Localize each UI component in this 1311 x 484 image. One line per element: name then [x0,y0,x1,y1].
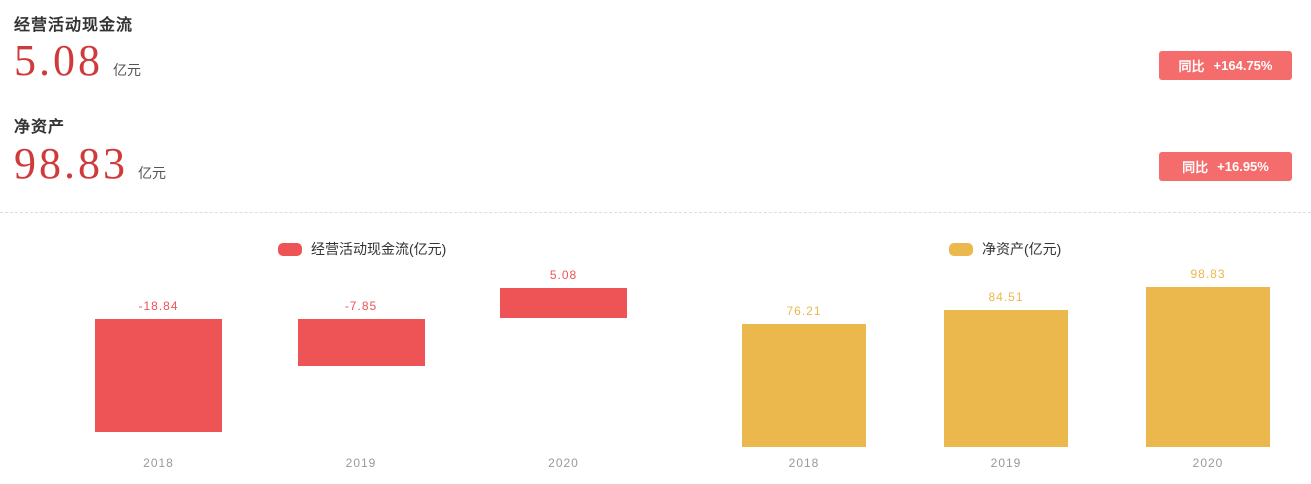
stat-value-row-operating-cash-flow: 5.08 亿元 [14,39,141,83]
bar-value-label: 84.51 [988,290,1024,305]
x-axis-label: 2018 [788,456,820,470]
x-axis-label: 2020 [1192,456,1224,470]
x-axis-label: 2018 [143,456,174,470]
bar-2019 [944,310,1068,447]
stat-value: 5.08 [14,36,103,85]
stat-title-operating-cash-flow: 经营活动现金流 [14,17,134,34]
yoy-label: 同比 [1178,59,1205,74]
x-axis-label: 2019 [990,456,1022,470]
section-divider [0,212,1311,213]
stat-title-net-assets: 净资产 [14,119,66,136]
x-axis-label: 2020 [548,456,579,470]
yoy-value: +164.75% [1213,58,1273,73]
legend-net-assets[interactable]: 净资产(亿元) [949,239,1061,259]
legend-label: 净资产(亿元) [982,241,1062,257]
x-axis-label: 2019 [345,456,377,470]
bar-value-label: 98.83 [1190,266,1226,281]
bar-value-label: 76.21 [786,303,822,318]
bar-value-label: 5.08 [549,268,578,283]
bar-2020 [500,288,627,319]
legend-cash-flow[interactable]: 经营活动现金流(亿元) [278,239,446,259]
bar-2018 [742,323,866,447]
legend-marker-icon [278,242,302,256]
bar-2018 [95,318,222,432]
yoy-value: +16.95% [1217,159,1269,174]
yoy-badge-net-assets: 同比 +16.95% [1159,152,1292,181]
bar-value-label: -7.85 [344,298,378,313]
legend-label: 经营活动现金流(亿元) [311,241,447,257]
legend-marker-icon [949,242,973,256]
charts-section: 经营活动现金流(亿元) 净资产(亿元) -18.84 2018 -7.85 2019 5… [0,213,1311,484]
stat-unit: 亿元 [138,165,166,181]
bar-value-label: -18.84 [138,298,179,313]
yoy-badge-operating-cash-flow: 同比 +164.75% [1159,51,1292,80]
bar-2020 [1146,286,1270,447]
stat-unit: 亿元 [113,62,141,78]
yoy-label: 同比 [1182,160,1209,175]
stat-value-row-net-assets: 98.83 亿元 [14,142,166,186]
stat-value: 98.83 [14,139,128,188]
bar-2019 [297,318,425,366]
